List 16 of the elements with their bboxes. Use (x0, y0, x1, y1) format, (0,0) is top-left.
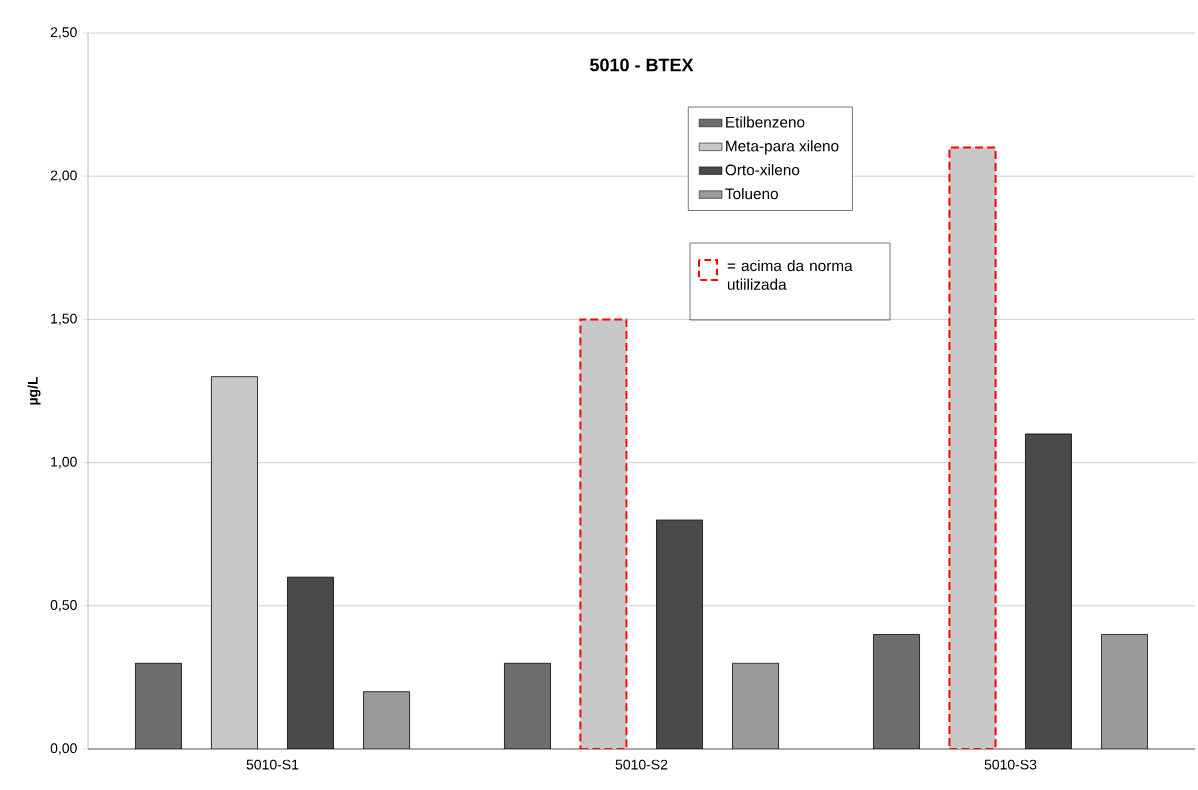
legend-label: Orto-xileno (725, 164, 800, 176)
legend-label: Tolueno (725, 187, 778, 200)
legend-label: Meta-para xileno (726, 140, 839, 155)
legend-label: Etilbenzeno (726, 116, 805, 128)
y-tick-label: 0,50 (50, 600, 77, 612)
text: 5010 - BTEX (590, 58, 694, 72)
annotation: = acima da norma utiilizada (727, 259, 853, 290)
y-tick-label: 0,00 (50, 743, 77, 755)
y-tick-label: 1,00 (51, 456, 77, 469)
y-axis-title: µg/L (27, 376, 41, 405)
x-tick-label: 5010-S3 (984, 759, 1037, 770)
y-tick-label: 2,00 (50, 170, 77, 182)
x-tick-label: 5010-S1 (246, 759, 299, 770)
x-tick-label: 5010-S2 (615, 759, 668, 770)
y-tick-label: 1,50 (51, 313, 77, 326)
y-tick-label: 2,50 (50, 27, 77, 39)
